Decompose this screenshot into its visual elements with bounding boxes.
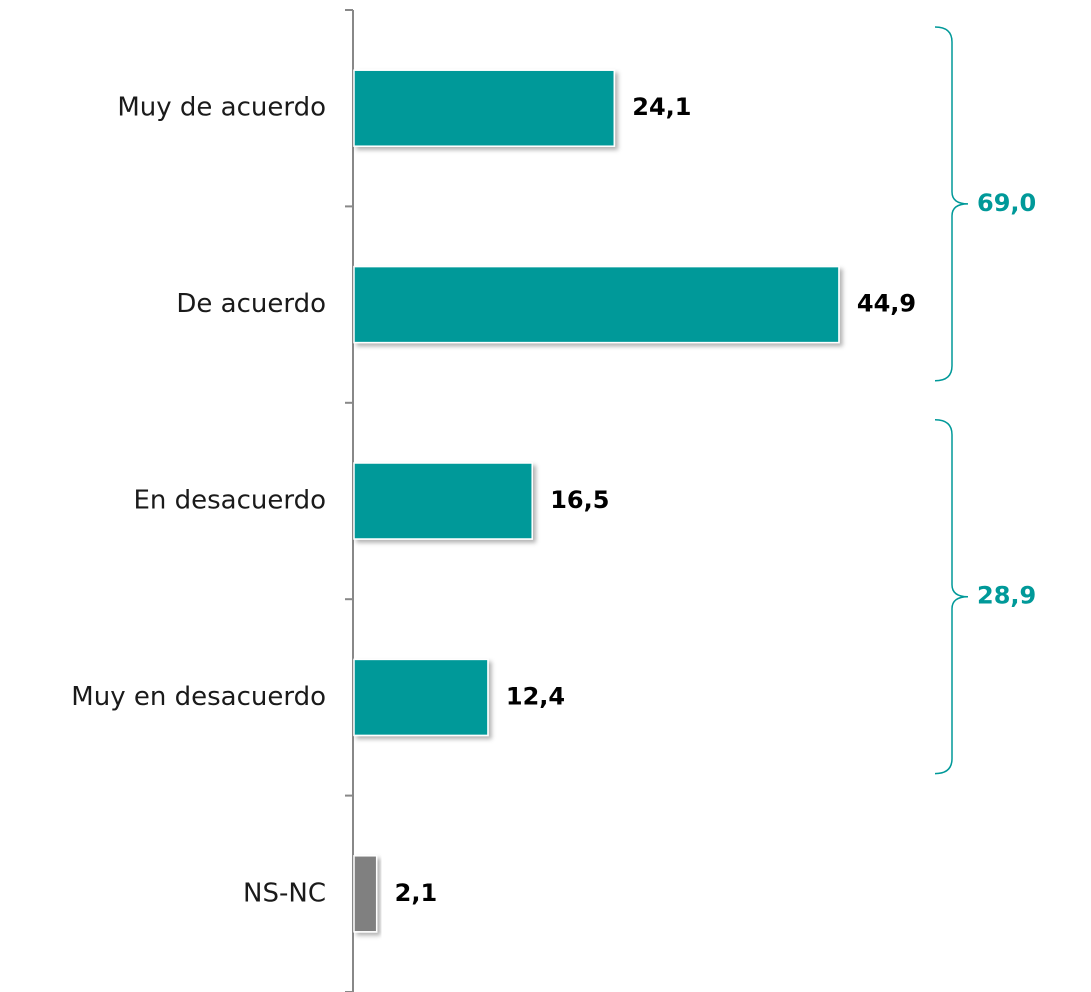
value-label: 16,5 — [550, 486, 609, 514]
bar — [353, 265, 840, 344]
category-label: Muy de acuerdo — [117, 93, 326, 123]
bar — [353, 855, 378, 933]
bar — [353, 69, 616, 147]
value-label: 2,1 — [395, 879, 438, 907]
value-label: 44,9 — [857, 290, 916, 318]
category-label: De acuerdo — [176, 289, 326, 319]
group-label: 69,0 — [977, 189, 1036, 217]
category-label: NS-NC — [243, 878, 326, 908]
category-label: Muy en desacuerdo — [71, 682, 326, 712]
group-brace — [934, 26, 969, 382]
value-label: 12,4 — [506, 682, 565, 710]
bar — [353, 658, 489, 737]
group-label: 28,9 — [977, 582, 1036, 610]
category-label: En desacuerdo — [133, 486, 326, 516]
bar — [353, 462, 533, 540]
group-brace — [934, 419, 969, 775]
value-label: 24,1 — [632, 93, 691, 121]
